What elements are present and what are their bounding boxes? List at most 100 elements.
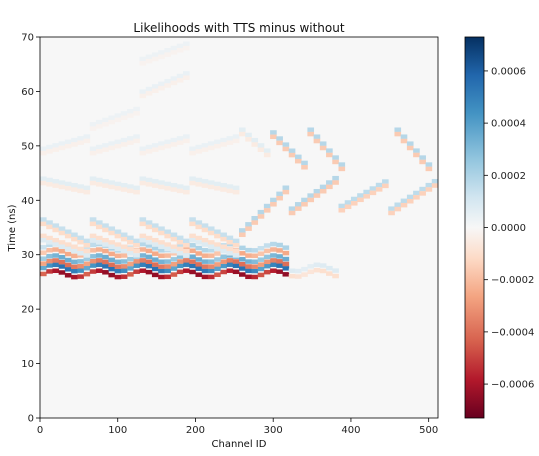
heatmap-cell [102,227,109,233]
heatmap-cell [220,187,227,192]
heatmap-cell [431,178,438,184]
colorbar-tick-label: 0.0002 [491,171,526,182]
heatmap-cell [83,138,91,144]
heatmap-cell [170,80,178,86]
heatmap-cell [108,119,116,125]
heatmap-cell [332,175,339,181]
heatmap-cell [170,261,178,267]
heatmap-cell [406,145,414,151]
heatmap-cell [220,244,227,249]
heatmap-cell [158,54,165,60]
heatmap-cell [201,143,209,148]
heatmap-cell [133,138,140,144]
heatmap-cell [257,209,265,215]
heatmap-cell [139,89,147,94]
x-tick-label: 200 [186,425,205,436]
heatmap-cell [313,134,321,139]
heatmap-cell [176,242,184,248]
heatmap-cell [145,91,153,96]
heatmap-cell [207,141,215,146]
heatmap-cell [282,142,290,147]
heatmap-cell [201,223,209,228]
heatmap-cell [139,233,147,239]
heatmap-cell [164,186,171,191]
heatmap-cell [120,264,128,269]
heatmap-cell [270,241,277,247]
heatmap-cell [189,180,196,186]
heatmap-cell [164,181,171,187]
heatmap-cell [151,272,159,278]
heatmap-cell [406,194,414,200]
y-tick-label: 70 [21,33,34,44]
heatmap-cell [58,259,66,265]
colorbar-tick-label: −0.0004 [491,327,534,338]
heatmap-cell [201,268,209,274]
heatmap-cell [195,177,203,183]
x-tick-label: 100 [108,425,127,436]
heatmap-cell [226,258,234,263]
heatmap-cell [58,270,66,275]
heatmap-cell [95,253,103,258]
heatmap-cell [183,71,190,76]
heatmap-cell [102,237,109,243]
heatmap-cell [170,244,178,249]
heatmap-cell [226,188,234,194]
colorbar-tick-label: 0.0006 [491,66,526,77]
heatmap-cell [127,188,134,194]
heatmap-cell [257,266,265,272]
heatmap-cell [425,166,433,172]
heatmap-cell [170,50,178,55]
heatmap-cell [294,202,302,207]
heatmap-cell [145,254,153,260]
heatmap-cell [282,256,290,262]
heatmap-cell [164,268,171,274]
heatmap-cell [46,247,53,253]
heatmap-cell [139,61,147,66]
heatmap-cell [145,220,153,225]
heatmap-cell [120,137,128,143]
heatmap-cell [77,246,84,252]
heatmap-cell [183,134,190,139]
y-tick-label: 0 [28,414,34,425]
heatmap-cell [201,253,209,258]
heatmap-cell [220,269,227,275]
heatmap-cell [183,238,190,244]
heatmap-cell [183,45,190,51]
heatmap-cell [139,247,147,252]
heatmap-cell [83,271,91,277]
heatmap-cell [151,227,159,233]
heatmap-cell [158,248,165,253]
heatmap-cell [201,259,209,264]
heatmap-cell [114,246,122,252]
heatmap-cell [64,267,72,272]
heatmap-cell [294,274,302,279]
heatmap-cell [145,86,153,92]
heatmap-cell [158,180,165,185]
heatmap-cell [257,246,265,251]
heatmap-cell [95,247,103,252]
heatmap-cell [133,106,140,112]
heatmap-cell [114,143,122,149]
heatmap-cell [77,264,84,269]
heatmap-cell [58,264,66,269]
heatmap-cell [251,253,259,259]
heatmap-cell [52,268,60,274]
heatmap-cell [338,203,346,209]
heatmap-cell [46,149,53,154]
heatmap-cell [164,52,171,57]
heatmap-cell [214,181,221,187]
heatmap-cell [151,88,159,93]
heatmap-cell [307,264,315,269]
heatmap-cell [120,187,128,192]
heatmap-cell [114,268,122,274]
colorbar-tick-label: −0.0002 [491,275,534,286]
heatmap-cell [164,253,171,258]
heatmap-cell [145,235,153,241]
heatmap-cell [183,75,190,80]
heatmap-cell [288,152,296,158]
heatmap-cell [145,240,153,245]
heatmap-cells [40,41,438,280]
heatmap-cell [189,248,196,253]
heatmap-cell [214,186,221,191]
